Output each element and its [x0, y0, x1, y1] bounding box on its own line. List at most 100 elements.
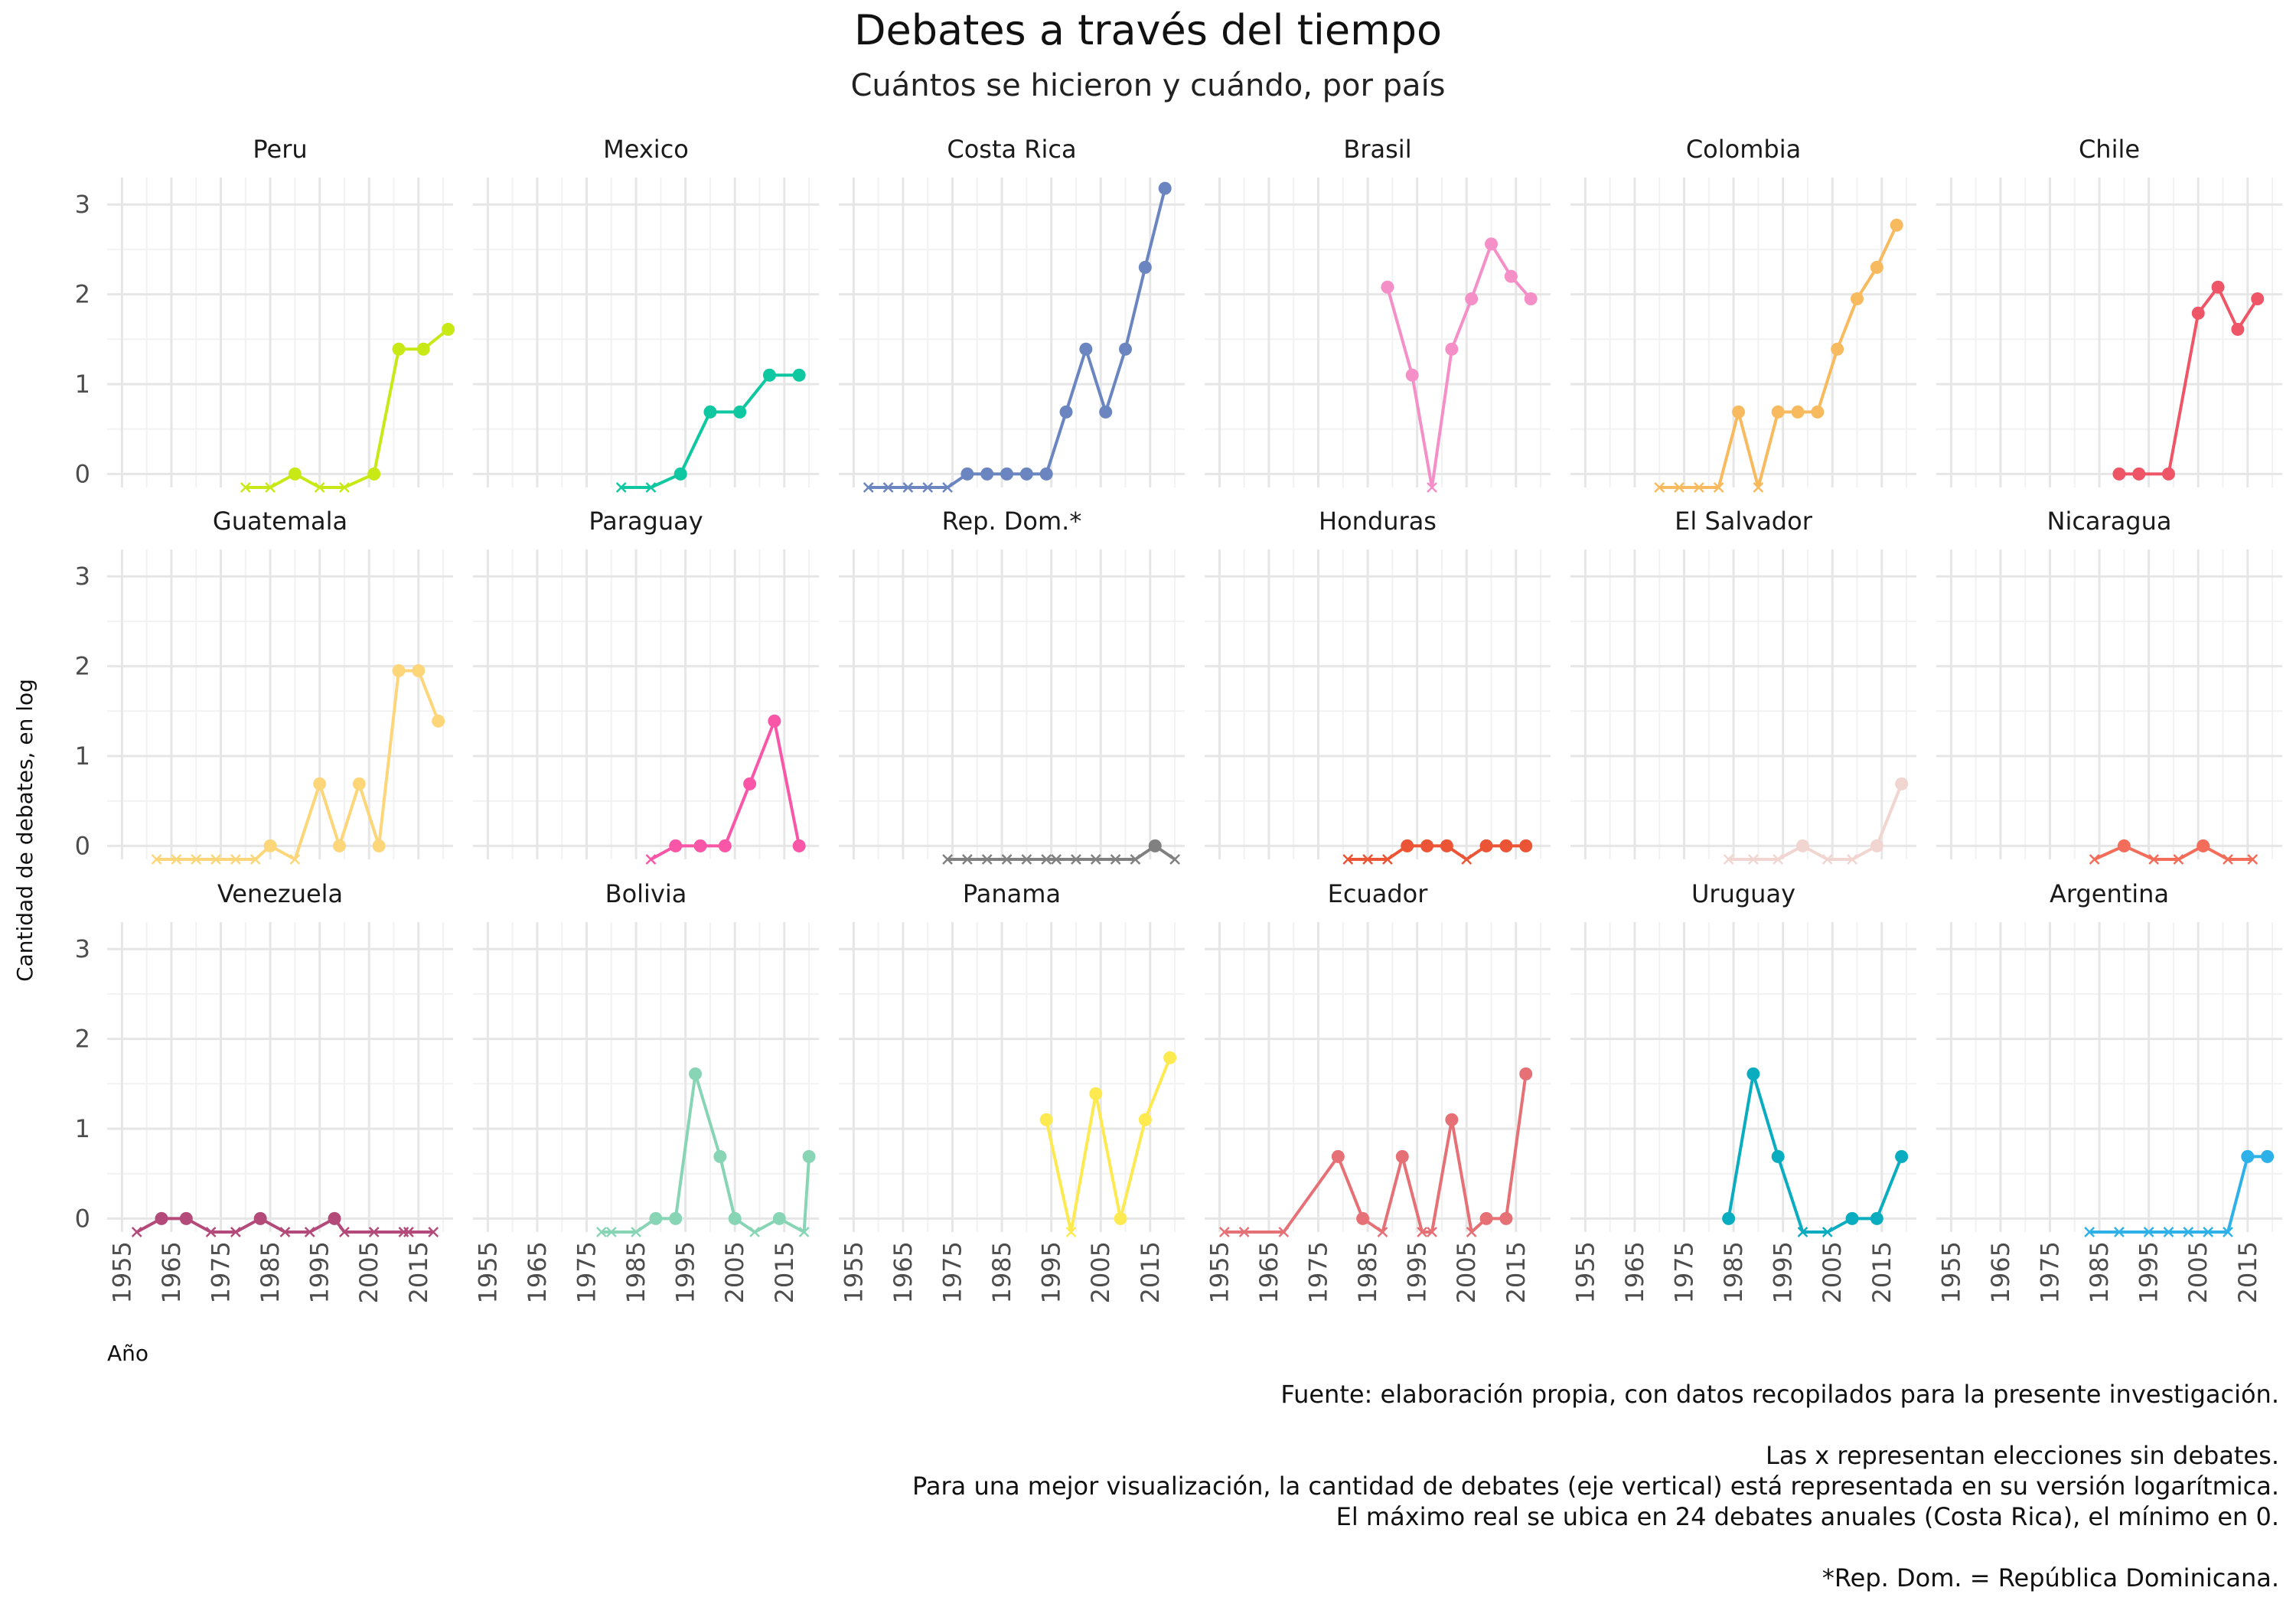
data-point	[1890, 218, 1903, 232]
x-tick-label: 1985	[256, 1241, 285, 1303]
no-debate-x-marker	[1461, 854, 1473, 865]
data-point	[1870, 839, 1883, 852]
data-point	[713, 1149, 727, 1163]
no-debate-x-marker	[2143, 1227, 2154, 1237]
data-point	[392, 663, 406, 677]
data-point	[1771, 1149, 1785, 1163]
no-debate-x-marker	[1427, 482, 1437, 493]
no-debate-x-marker	[205, 1227, 217, 1237]
no-debate-x-marker	[902, 482, 914, 493]
data-point	[1019, 467, 1033, 481]
data-point	[669, 839, 683, 852]
caption-line: Para una mejor visualización, la cantida…	[912, 1472, 2279, 1501]
no-debate-x-marker	[339, 1227, 350, 1237]
x-tick-label: 2005	[1818, 1241, 1847, 1303]
caption: Fuente: elaboración propia, con datos re…	[912, 1380, 2279, 1592]
facet-panel: Chile	[1936, 135, 2282, 487]
data-point	[669, 1211, 683, 1225]
no-debate-x-marker	[289, 854, 301, 865]
no-debate-x-marker	[1821, 1227, 1833, 1237]
data-point	[728, 1211, 742, 1225]
no-debate-x-marker	[1342, 854, 1354, 865]
y-axis-title: Cantidad de debates, en log	[12, 679, 38, 982]
series-line	[1727, 1072, 1903, 1234]
data-point	[1148, 839, 1162, 852]
series-line	[650, 719, 801, 861]
no-debate-x-marker	[1694, 482, 1704, 493]
no-debate-x-marker	[596, 1227, 607, 1237]
no-debate-x-marker	[962, 854, 973, 865]
data-point	[1504, 269, 1518, 283]
data-point	[2132, 467, 2146, 481]
y-tick-label: 1	[75, 1114, 90, 1143]
no-debate-x-marker	[1278, 1227, 1290, 1237]
x-tick-label: 1975	[1304, 1241, 1333, 1303]
data-point	[960, 467, 974, 481]
facet-label: Panama	[963, 879, 1061, 908]
facet-label: Rep. Dom.*	[942, 507, 1082, 536]
facet-panel: Panama 1955 1965 1975 1985 1995 2005 2015	[839, 879, 1185, 1303]
data-point	[1356, 1211, 1370, 1225]
data-point	[1722, 1211, 1736, 1225]
data-point	[1895, 777, 1909, 790]
data-point	[1000, 467, 1014, 481]
data-point	[2112, 467, 2126, 481]
x-tick-label: 1965	[1254, 1241, 1283, 1303]
facet-panel: Paraguay	[473, 507, 819, 865]
data-point	[1746, 1067, 1760, 1081]
no-debate-x-marker	[249, 854, 261, 865]
x-tick-label: 1975	[938, 1241, 967, 1303]
no-debate-x-marker	[1753, 482, 1764, 493]
facet-label: Chile	[2079, 135, 2140, 164]
data-point	[1870, 260, 1883, 274]
facet-panel: Guatemala 0 1 2 3	[75, 507, 453, 865]
no-debate-x-marker	[1797, 1227, 1808, 1237]
series-line	[947, 844, 1176, 861]
x-tick-label: 2015	[2233, 1241, 2262, 1303]
data-point	[1138, 1113, 1152, 1126]
no-debate-x-marker	[615, 482, 627, 493]
x-tick-label: 2005	[720, 1241, 749, 1303]
facet-panel: Peru 0 1 2 3	[75, 135, 455, 493]
no-debate-x-marker	[2223, 1227, 2233, 1237]
x-tick-label: 2005	[1086, 1241, 1115, 1303]
data-point	[1401, 839, 1414, 852]
data-point	[2191, 306, 2205, 320]
no-debate-x-marker	[1130, 854, 1141, 865]
x-tick-label: 1965	[157, 1241, 186, 1303]
facet-panel: Venezuela 0 1 2 3 1955 1965 1975 1985 1995 2005 201…	[75, 879, 453, 1303]
caption-line: Fuente: elaboración propia, con datos re…	[1280, 1380, 2279, 1409]
x-tick-label: 1985	[2085, 1241, 2114, 1303]
facet-panel: Nicaragua	[1936, 507, 2282, 865]
no-debate-x-marker	[339, 482, 350, 493]
data-point	[328, 1211, 341, 1225]
facet-panel: Ecuador 1955 1965 1975 1985 1995 2005 2015	[1205, 879, 1551, 1303]
no-debate-x-marker	[2084, 1227, 2095, 1237]
data-point	[313, 777, 327, 790]
y-tick-label: 3	[75, 190, 90, 219]
data-point	[1420, 839, 1434, 852]
x-tick-label: 1975	[2036, 1241, 2065, 1303]
facet-label: Nicaragua	[2047, 507, 2172, 536]
no-debate-x-marker	[1382, 854, 1393, 865]
data-point	[1791, 405, 1805, 419]
facet-panel: Brasil	[1205, 135, 1551, 493]
data-point	[1519, 1067, 1533, 1081]
data-point	[1499, 1211, 1513, 1225]
caption-line: Las x representan elecciones sin debates…	[1766, 1441, 2279, 1470]
data-point	[1851, 292, 1864, 305]
data-point	[253, 1211, 267, 1225]
no-debate-x-marker	[2148, 854, 2159, 865]
data-point	[1465, 292, 1479, 305]
facet-panel: Argentina 1955 1965 1975 1985 1995 2005 2015	[1936, 879, 2282, 1303]
no-debate-x-marker	[1169, 854, 1180, 865]
no-debate-x-marker	[265, 482, 276, 493]
data-point	[1811, 405, 1825, 419]
no-debate-x-marker	[1362, 854, 1373, 865]
data-point	[802, 1149, 816, 1163]
facet-label: Guatemala	[213, 507, 347, 536]
data-point	[2117, 839, 2131, 852]
no-debate-x-marker	[882, 482, 894, 493]
x-tick-label: 1995	[671, 1241, 700, 1303]
